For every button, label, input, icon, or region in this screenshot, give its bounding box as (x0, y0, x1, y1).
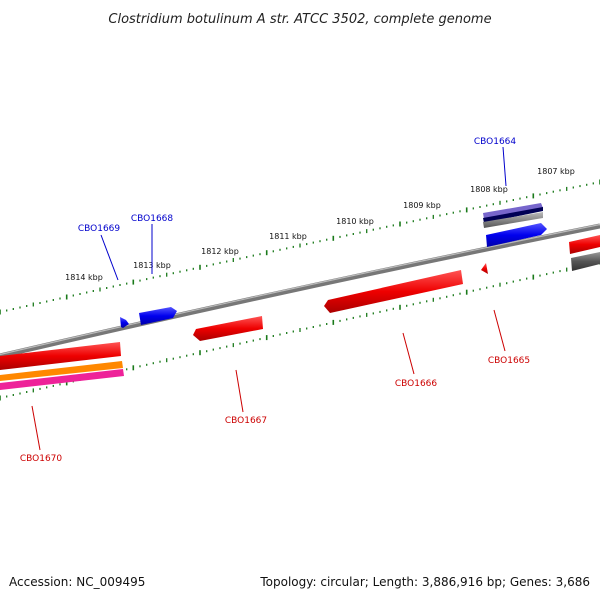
feature-partial-right-gray (571, 252, 600, 271)
tick-label: 1812 kbp (201, 247, 239, 256)
gene-label-cbo1670[interactable]: CBO1670 (20, 454, 63, 464)
gene-cbo1665[interactable] (481, 263, 488, 274)
gene-label-cbo1665[interactable]: CBO1665 (488, 356, 530, 366)
feature-track-orange (0, 361, 123, 381)
gene-label-cbo1667[interactable]: CBO1667 (225, 416, 267, 426)
outer-tick-ruler (0, 179, 600, 315)
map-title: Clostridium botulinum A str. ATCC 3502, … (108, 12, 491, 27)
tick-label: 1809 kbp (403, 201, 441, 210)
tick-label: 1807 kbp (537, 167, 575, 176)
label-leader (402, 332, 415, 375)
gene-label-cbo1666[interactable]: CBO1666 (395, 379, 438, 389)
gene-cbo1667[interactable] (193, 316, 263, 341)
genome-backbone-highlight (0, 223, 600, 356)
accession-label: Accession: NC_009495 (9, 575, 145, 589)
feature-track-pink (0, 369, 124, 390)
label-leader (100, 234, 119, 281)
genome-backbone (0, 223, 600, 359)
gene-label-cbo1668[interactable]: CBO1668 (131, 214, 174, 224)
tick-label: 1810 kbp (336, 217, 374, 226)
label-leader (235, 369, 244, 413)
gene-cbo1664[interactable] (486, 223, 547, 247)
feature-track-purple (483, 203, 543, 219)
tick-label: 1814 kbp (65, 273, 103, 282)
gene-cbo1666[interactable] (324, 270, 463, 313)
gene-cbo1670[interactable] (0, 342, 121, 370)
label-leader (493, 309, 506, 352)
gene-partial-right-red[interactable] (569, 235, 600, 254)
label-leader (31, 405, 41, 451)
topology-label: Topology: circular; Length: 3,886,916 bp… (259, 575, 590, 589)
gene-label-cbo1664[interactable]: CBO1664 (474, 137, 517, 147)
tick-label: 1808 kbp (470, 185, 508, 194)
label-leader (502, 146, 507, 187)
feature-track-navy (483, 207, 543, 223)
tick-label: 1811 kbp (269, 232, 307, 241)
gene-cbo1669[interactable] (120, 317, 129, 328)
gene-label-cbo1669[interactable]: CBO1669 (78, 224, 121, 234)
feature-track-gray (483, 212, 543, 228)
gene-cbo1668[interactable] (139, 307, 177, 325)
